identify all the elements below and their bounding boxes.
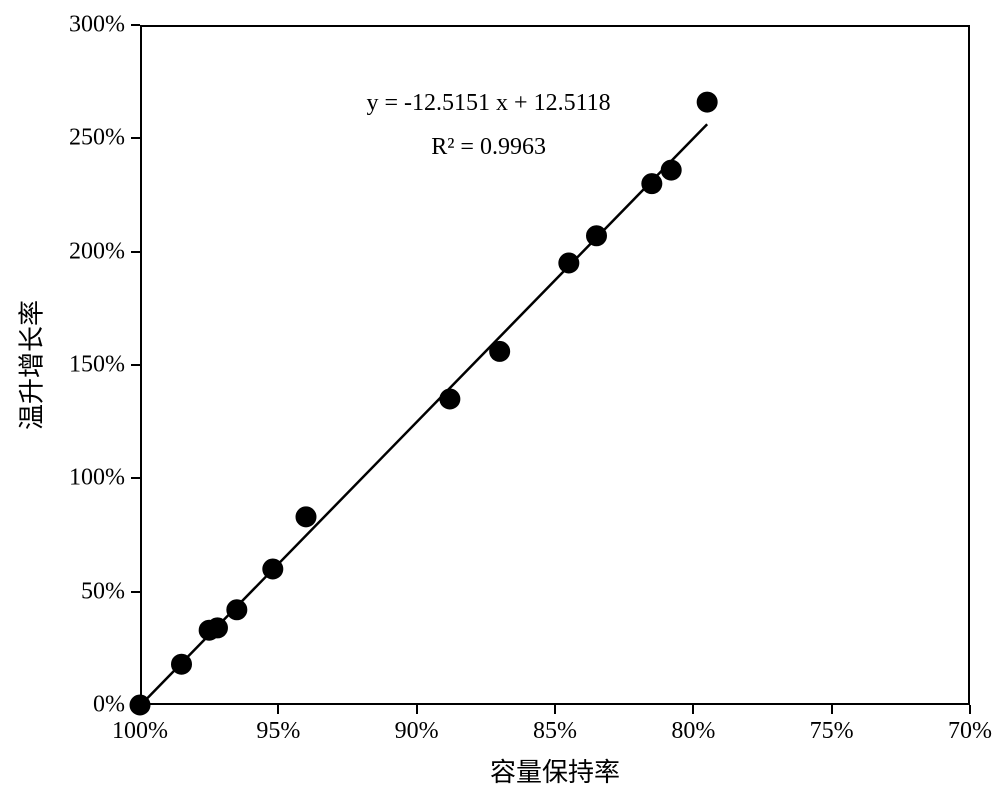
x-tick-mark: [692, 705, 694, 714]
y-tick-label: 300%: [69, 12, 125, 39]
y-tick-mark: [131, 591, 140, 593]
x-tick-label: 70%: [948, 718, 992, 745]
y-tick-label: 100%: [69, 465, 125, 492]
x-tick-mark: [969, 705, 971, 714]
chart-container: 温升增长率 容量保持率 y = -12.5151 x + 12.5118 R² …: [0, 0, 1000, 793]
x-tick-label: 75%: [810, 718, 854, 745]
y-tick-mark: [131, 704, 140, 706]
y-tick-mark: [131, 477, 140, 479]
x-tick-mark: [554, 705, 556, 714]
plot-area: [140, 25, 970, 705]
x-tick-label: 100%: [112, 718, 168, 745]
fit-equation-text: y = -12.5151 x + 12.5118: [367, 90, 611, 117]
x-tick-label: 80%: [671, 718, 715, 745]
x-tick-mark: [139, 705, 141, 714]
y-tick-label: 50%: [81, 578, 125, 605]
y-axis-title: 温升增长率: [12, 300, 49, 430]
y-tick-mark: [131, 24, 140, 26]
y-tick-label: 150%: [69, 352, 125, 379]
fit-r2-text: R² = 0.9963: [431, 134, 546, 161]
y-tick-mark: [131, 364, 140, 366]
x-tick-label: 90%: [395, 718, 439, 745]
x-tick-mark: [416, 705, 418, 714]
x-tick-label: 95%: [256, 718, 300, 745]
y-tick-mark: [131, 251, 140, 253]
y-tick-label: 0%: [93, 692, 125, 719]
y-tick-label: 200%: [69, 238, 125, 265]
y-tick-mark: [131, 137, 140, 139]
x-tick-mark: [831, 705, 833, 714]
y-tick-label: 250%: [69, 125, 125, 152]
x-tick-label: 85%: [533, 718, 577, 745]
x-axis-title: 容量保持率: [490, 752, 620, 789]
x-tick-mark: [277, 705, 279, 714]
